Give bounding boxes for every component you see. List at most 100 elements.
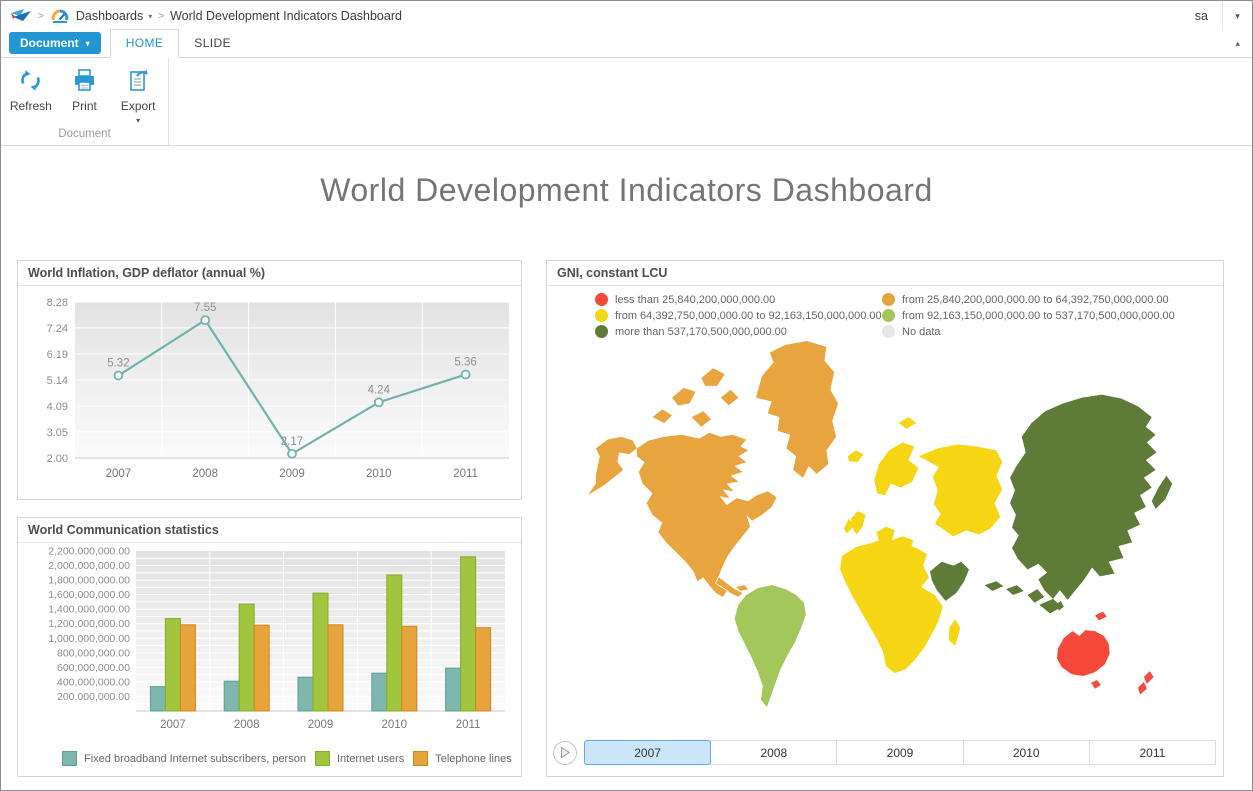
map-region-ireland[interactable] [843, 518, 855, 534]
map-region-japan[interactable] [1151, 475, 1173, 509]
data-label: 2.17 [281, 436, 303, 448]
y-axis-tick: 5.14 [47, 375, 68, 387]
bar[interactable] [149, 686, 166, 712]
map-region-arctic-2[interactable] [701, 368, 725, 386]
bar[interactable] [164, 618, 181, 712]
line-point[interactable] [113, 370, 124, 381]
print-icon [71, 67, 98, 94]
x-axis-label: 2009 [308, 719, 334, 731]
export-button[interactable]: Export ▾ [112, 65, 164, 128]
bar[interactable] [223, 680, 240, 712]
export-icon [125, 67, 152, 94]
line-point[interactable] [460, 369, 471, 380]
document-menu-button[interactable]: Document ▾ [9, 32, 101, 54]
map-region-scandinavia[interactable] [874, 442, 919, 496]
map-region-indonesia-2[interactable] [1006, 585, 1024, 595]
map-region-asia[interactable] [1010, 394, 1157, 600]
map-region-arctic-5[interactable] [720, 389, 739, 406]
x-axis-label: 2011 [456, 719, 481, 731]
bar[interactable] [386, 574, 403, 712]
ribbon-collapse-icon[interactable]: ▴ [1235, 38, 1240, 48]
play-button[interactable] [553, 740, 577, 765]
year-button-2010[interactable]: 2010 [962, 740, 1090, 765]
map-region-uk[interactable] [850, 510, 866, 535]
bar[interactable] [401, 625, 418, 712]
bar[interactable] [179, 624, 196, 712]
map-legend-column: less than 25,840,200,000,000.00 from 64,3… [595, 293, 882, 338]
breadcrumb-dashboards-label: Dashboards [75, 9, 144, 23]
legend-swatch [413, 751, 429, 766]
map-region-arabia[interactable] [929, 561, 970, 601]
map-region-arctic-4[interactable] [691, 411, 712, 427]
year-button-2008[interactable]: 2008 [710, 740, 838, 765]
world-choropleth-map[interactable] [553, 339, 1217, 720]
bar[interactable] [460, 556, 477, 712]
line-point[interactable] [287, 448, 297, 459]
bar[interactable] [475, 627, 492, 712]
user-menu-button[interactable]: ▾ [1222, 1, 1252, 31]
map-region-south-america[interactable] [734, 585, 806, 708]
panel-communication: World Communication statistics 200,000,0… [17, 517, 522, 777]
chevron-down-icon: ▾ [136, 116, 141, 125]
map-region-new-guinea[interactable] [1039, 598, 1062, 614]
bar[interactable] [371, 672, 388, 712]
legend-dot [595, 325, 608, 338]
y-axis-tick: 7.24 [47, 323, 68, 335]
legend-dot [882, 325, 895, 338]
legend-label: Telephone lines [435, 752, 512, 765]
print-button[interactable]: Print [59, 65, 111, 128]
year-button-list: 2007 2008 2009 2010 2011 [584, 740, 1217, 765]
user-name[interactable]: sa [1194, 9, 1208, 23]
map-region-caribbean[interactable] [736, 585, 749, 592]
legend-label: more than 537,170,500,000,000.00 [615, 325, 787, 338]
data-label: 7.55 [194, 302, 216, 314]
map-region-europe-east[interactable] [919, 444, 1003, 537]
panel-inflation-title: World Inflation, GDP deflator (annual %) [18, 261, 521, 286]
map-region-fiji[interactable] [1095, 611, 1107, 621]
map-region-iceland[interactable] [847, 450, 864, 463]
y-axis-tick: 400,000,000.00 [57, 676, 130, 688]
map-region-australia[interactable] [1056, 630, 1110, 677]
breadcrumb-bar: > Dashboards ▾ > World Development Indic… [1, 1, 1252, 31]
breadcrumb-current: World Development Indicators Dashboard [170, 9, 402, 23]
map-region-alaska[interactable] [588, 436, 637, 496]
bar[interactable] [238, 603, 255, 712]
ribbon-group-label: Document [58, 128, 111, 140]
map-region-greenland[interactable] [756, 340, 839, 478]
map-region-new-zealand-north[interactable] [1143, 671, 1154, 684]
map-region-madagascar[interactable] [948, 619, 961, 646]
y-axis-tick: 200,000,000.00 [57, 691, 130, 703]
tab-slide[interactable]: SLIDE [194, 36, 231, 50]
play-icon [560, 747, 570, 758]
year-button-2009[interactable]: 2009 [836, 740, 964, 765]
map-region-arctic-1[interactable] [672, 387, 696, 406]
x-axis-label: 2007 [160, 719, 186, 731]
bar[interactable] [253, 624, 270, 712]
inflation-line-chart[interactable]: 8.28 7.24 6.19 5.14 4.09 3.05 2.00 5.32 2007 7.55… [18, 286, 519, 498]
year-button-2011[interactable]: 2011 [1088, 740, 1217, 765]
y-axis-tick: 4.09 [47, 401, 68, 413]
breadcrumb-dashboards[interactable]: Dashboards ▾ [76, 9, 152, 23]
bar[interactable] [327, 624, 344, 712]
tab-home[interactable]: HOME [109, 29, 180, 58]
map-region-tasmania[interactable] [1091, 679, 1101, 689]
map-region-central-america[interactable] [715, 577, 743, 597]
bar[interactable] [312, 592, 329, 712]
print-label: Print [72, 99, 97, 113]
year-button-2007[interactable]: 2007 [584, 740, 712, 765]
map-region-borneo[interactable] [1027, 589, 1045, 603]
line-point[interactable] [373, 397, 384, 408]
map-region-indonesia-1[interactable] [984, 581, 1004, 592]
communication-bar-chart[interactable]: 200,000,000.00 400,000,000.00 600,000,000.… [18, 543, 519, 743]
legend-label: Fixed broadband Internet subscribers, pe… [84, 752, 306, 765]
line-point[interactable] [200, 315, 211, 326]
map-region-new-zealand-south[interactable] [1138, 681, 1147, 695]
refresh-button[interactable]: Refresh [5, 65, 57, 128]
map-region-arctic-3[interactable] [652, 409, 673, 424]
bar[interactable] [445, 667, 462, 712]
y-axis-tick: 1,400,000,000.00 [48, 604, 130, 616]
map-region-svalbard[interactable] [898, 417, 917, 429]
bar[interactable] [297, 676, 314, 712]
map-region-africa[interactable] [840, 543, 943, 674]
map-region-north-america[interactable] [636, 432, 777, 597]
